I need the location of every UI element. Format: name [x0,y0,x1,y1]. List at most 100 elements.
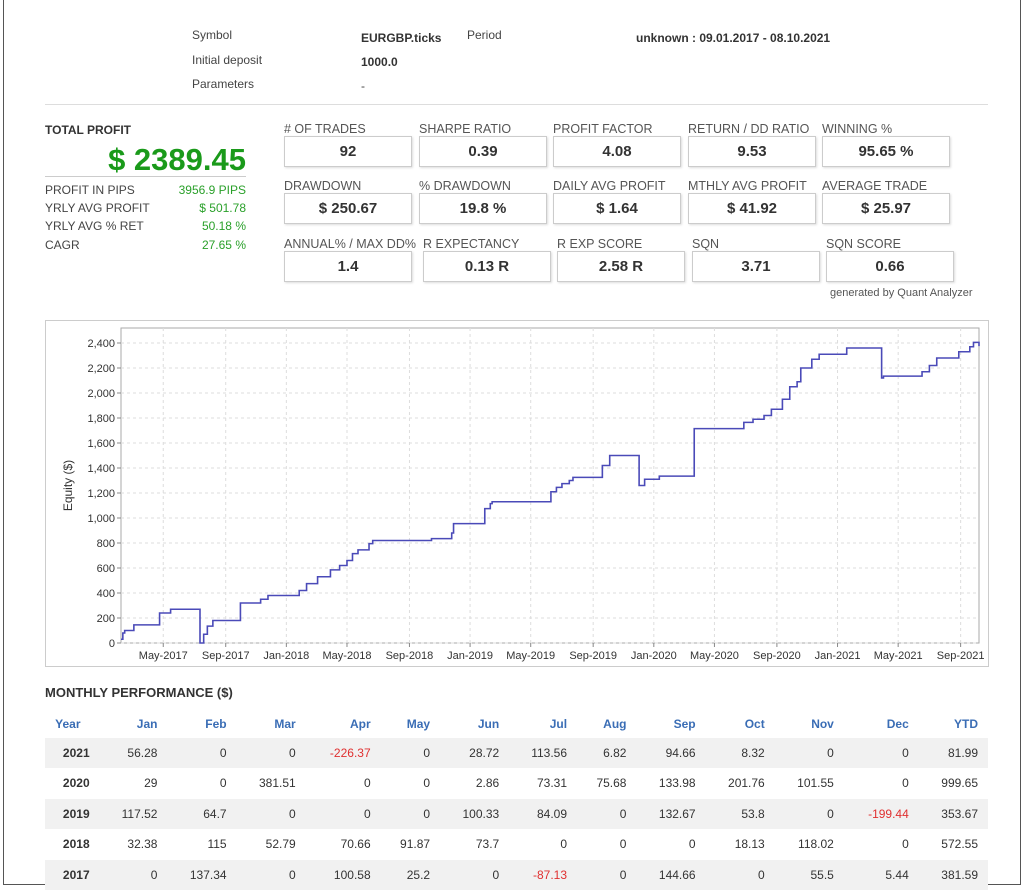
value-cell: 73.31 [509,767,578,799]
value-cell: 137.34 [167,859,237,890]
y-tick-label: 2,000 [87,388,115,400]
y-tick-label: 1,800 [87,413,115,425]
value-cell: 118.02 [774,828,844,860]
value-cell: 56.28 [99,737,168,768]
kpi-label: CAGR [45,238,80,252]
value-cell: 0 [705,859,775,890]
stat-label-r-exp-score: R EXP SCORE [557,237,643,251]
column-header: Oct [744,717,765,731]
x-tick-label: May-2018 [323,650,372,662]
value-cell: 132.67 [636,798,706,829]
value-cell: 0 [236,798,306,829]
value-cell: 0 [305,767,381,799]
y-tick-label: 200 [97,613,115,625]
value-cell: 84.09 [509,798,578,829]
stat-value-of-trades: 92 [284,136,412,167]
column-header: Apr [349,717,371,731]
year-cell: 2021 [45,737,100,768]
value-cell: 0 [167,737,237,768]
parameters-label: Parameters [192,77,255,91]
value-cell: 0 [236,859,306,890]
value-cell: 0 [167,767,237,799]
value-cell: 32.38 [99,828,168,860]
plot-area [120,327,980,644]
value-cell: 117.52 [99,798,168,829]
value-cell: 381.51 [236,767,306,799]
stat-value-drawdown: 19.8 % [419,193,547,224]
stat-label-sqn-score: SQN SCORE [826,237,902,251]
total-profit-label: TOTAL PROFIT [45,123,131,137]
period-label: Period [467,28,502,42]
value-cell: 0 [577,798,637,829]
value-cell: 0 [843,737,919,768]
value-cell: 53.8 [705,798,775,829]
value-cell: 0 [236,737,306,768]
stat-value-winning: 95.65 % [822,136,950,167]
value-cell: 572.55 [918,828,988,860]
value-cell: 18.13 [705,828,775,860]
value-cell: 0 [380,798,441,829]
stat-value-r-exp-score: 2.58 R [557,251,685,282]
table-row: 2021 56.28 0 0 -226.37 0 28.72 113.56 6.82 94.66 8… [45,737,988,768]
x-tick-label: Jan-2018 [263,650,309,662]
value-cell: -199.44 [843,798,919,829]
equity-chart: 0 200 400 600 800 1,000 1,200 1,400 1,600 1,800 2,… [45,320,989,667]
stat-value-daily-avg-profit: $ 1.64 [553,193,681,224]
column-header: Jun [477,717,500,731]
value-cell: 115 [167,828,237,860]
kpi-label: YRLY AVG % RET [45,219,144,233]
kpi-label: PROFIT IN PIPS [45,183,135,197]
value-cell: 70.66 [305,828,381,860]
value-cell: -226.37 [305,737,381,768]
value-cell: 5.44 [843,859,919,890]
stat-label-winning: WINNING % [822,122,893,136]
value-cell: 81.99 [918,737,988,768]
value-cell: 133.98 [636,767,706,799]
deposit-label: Initial deposit [192,53,263,67]
value-cell: 0 [99,859,168,890]
table-row: 2019 117.52 64.7 0 0 0 100.33 84.09 0 132.67 53.8 0… [45,798,988,829]
column-header: Nov [811,717,834,731]
year-cell: 2018 [45,828,100,860]
column-header: Feb [205,717,227,731]
value-cell: 64.7 [167,798,237,829]
stat-value-sqn-score: 0.66 [826,251,954,282]
value-cell: 75.68 [577,767,637,799]
table-row: 2020 29 0 381.51 0 0 2.86 73.31 75.68 133.98 201.7… [45,767,988,799]
stat-label-sharpe-ratio: SHARPE RATIO [419,122,512,136]
y-tick-label: 2,400 [87,338,115,350]
value-cell: 0 [774,798,844,829]
column-header: Aug [603,717,627,731]
value-cell: 94.66 [636,737,706,768]
stat-label-sqn: SQN [692,237,720,251]
kpi-value: 27.65 % [201,238,246,252]
table-header-row: Year Jan Feb Mar Apr May Jun Jul Aug Sep Oct Nov Dec… [45,711,988,738]
deposit-value: 1000.0 [361,55,398,69]
column-header: Dec [886,717,909,731]
parameters-value: - [361,79,365,93]
value-cell: 55.5 [774,859,844,890]
value-cell: 0 [843,767,919,799]
value-cell: 29 [99,767,168,799]
table-row: 2018 32.38 115 52.79 70.66 91.87 73.7 0 0 0 18.13 1… [45,828,988,860]
y-tick-label: 1,600 [87,438,115,450]
value-cell: 101.55 [774,767,844,799]
stat-label-annual-max-dd: ANNUAL% / MAX DD% [284,237,416,251]
value-cell: 999.65 [918,767,988,799]
value-cell: 201.76 [705,767,775,799]
year-cell: 2020 [45,767,100,799]
column-header: Jan [136,717,158,731]
value-cell: 0 [774,737,844,768]
value-cell: 28.72 [440,737,510,768]
value-cell: 100.33 [440,798,510,829]
value-cell: 8.32 [705,737,775,768]
value-cell: 0 [509,828,578,860]
stat-label-profit-factor: PROFIT FACTOR [553,122,653,136]
stat-value-profit-factor: 4.08 [553,136,681,167]
value-cell: 6.82 [577,737,637,768]
stat-value-annual-max-dd: 1.4 [284,251,412,282]
column-header: Jul [549,717,568,731]
divider [45,176,246,177]
value-cell: 0 [577,828,637,860]
stat-label-daily-avg-profit: DAILY AVG PROFIT [553,179,666,193]
